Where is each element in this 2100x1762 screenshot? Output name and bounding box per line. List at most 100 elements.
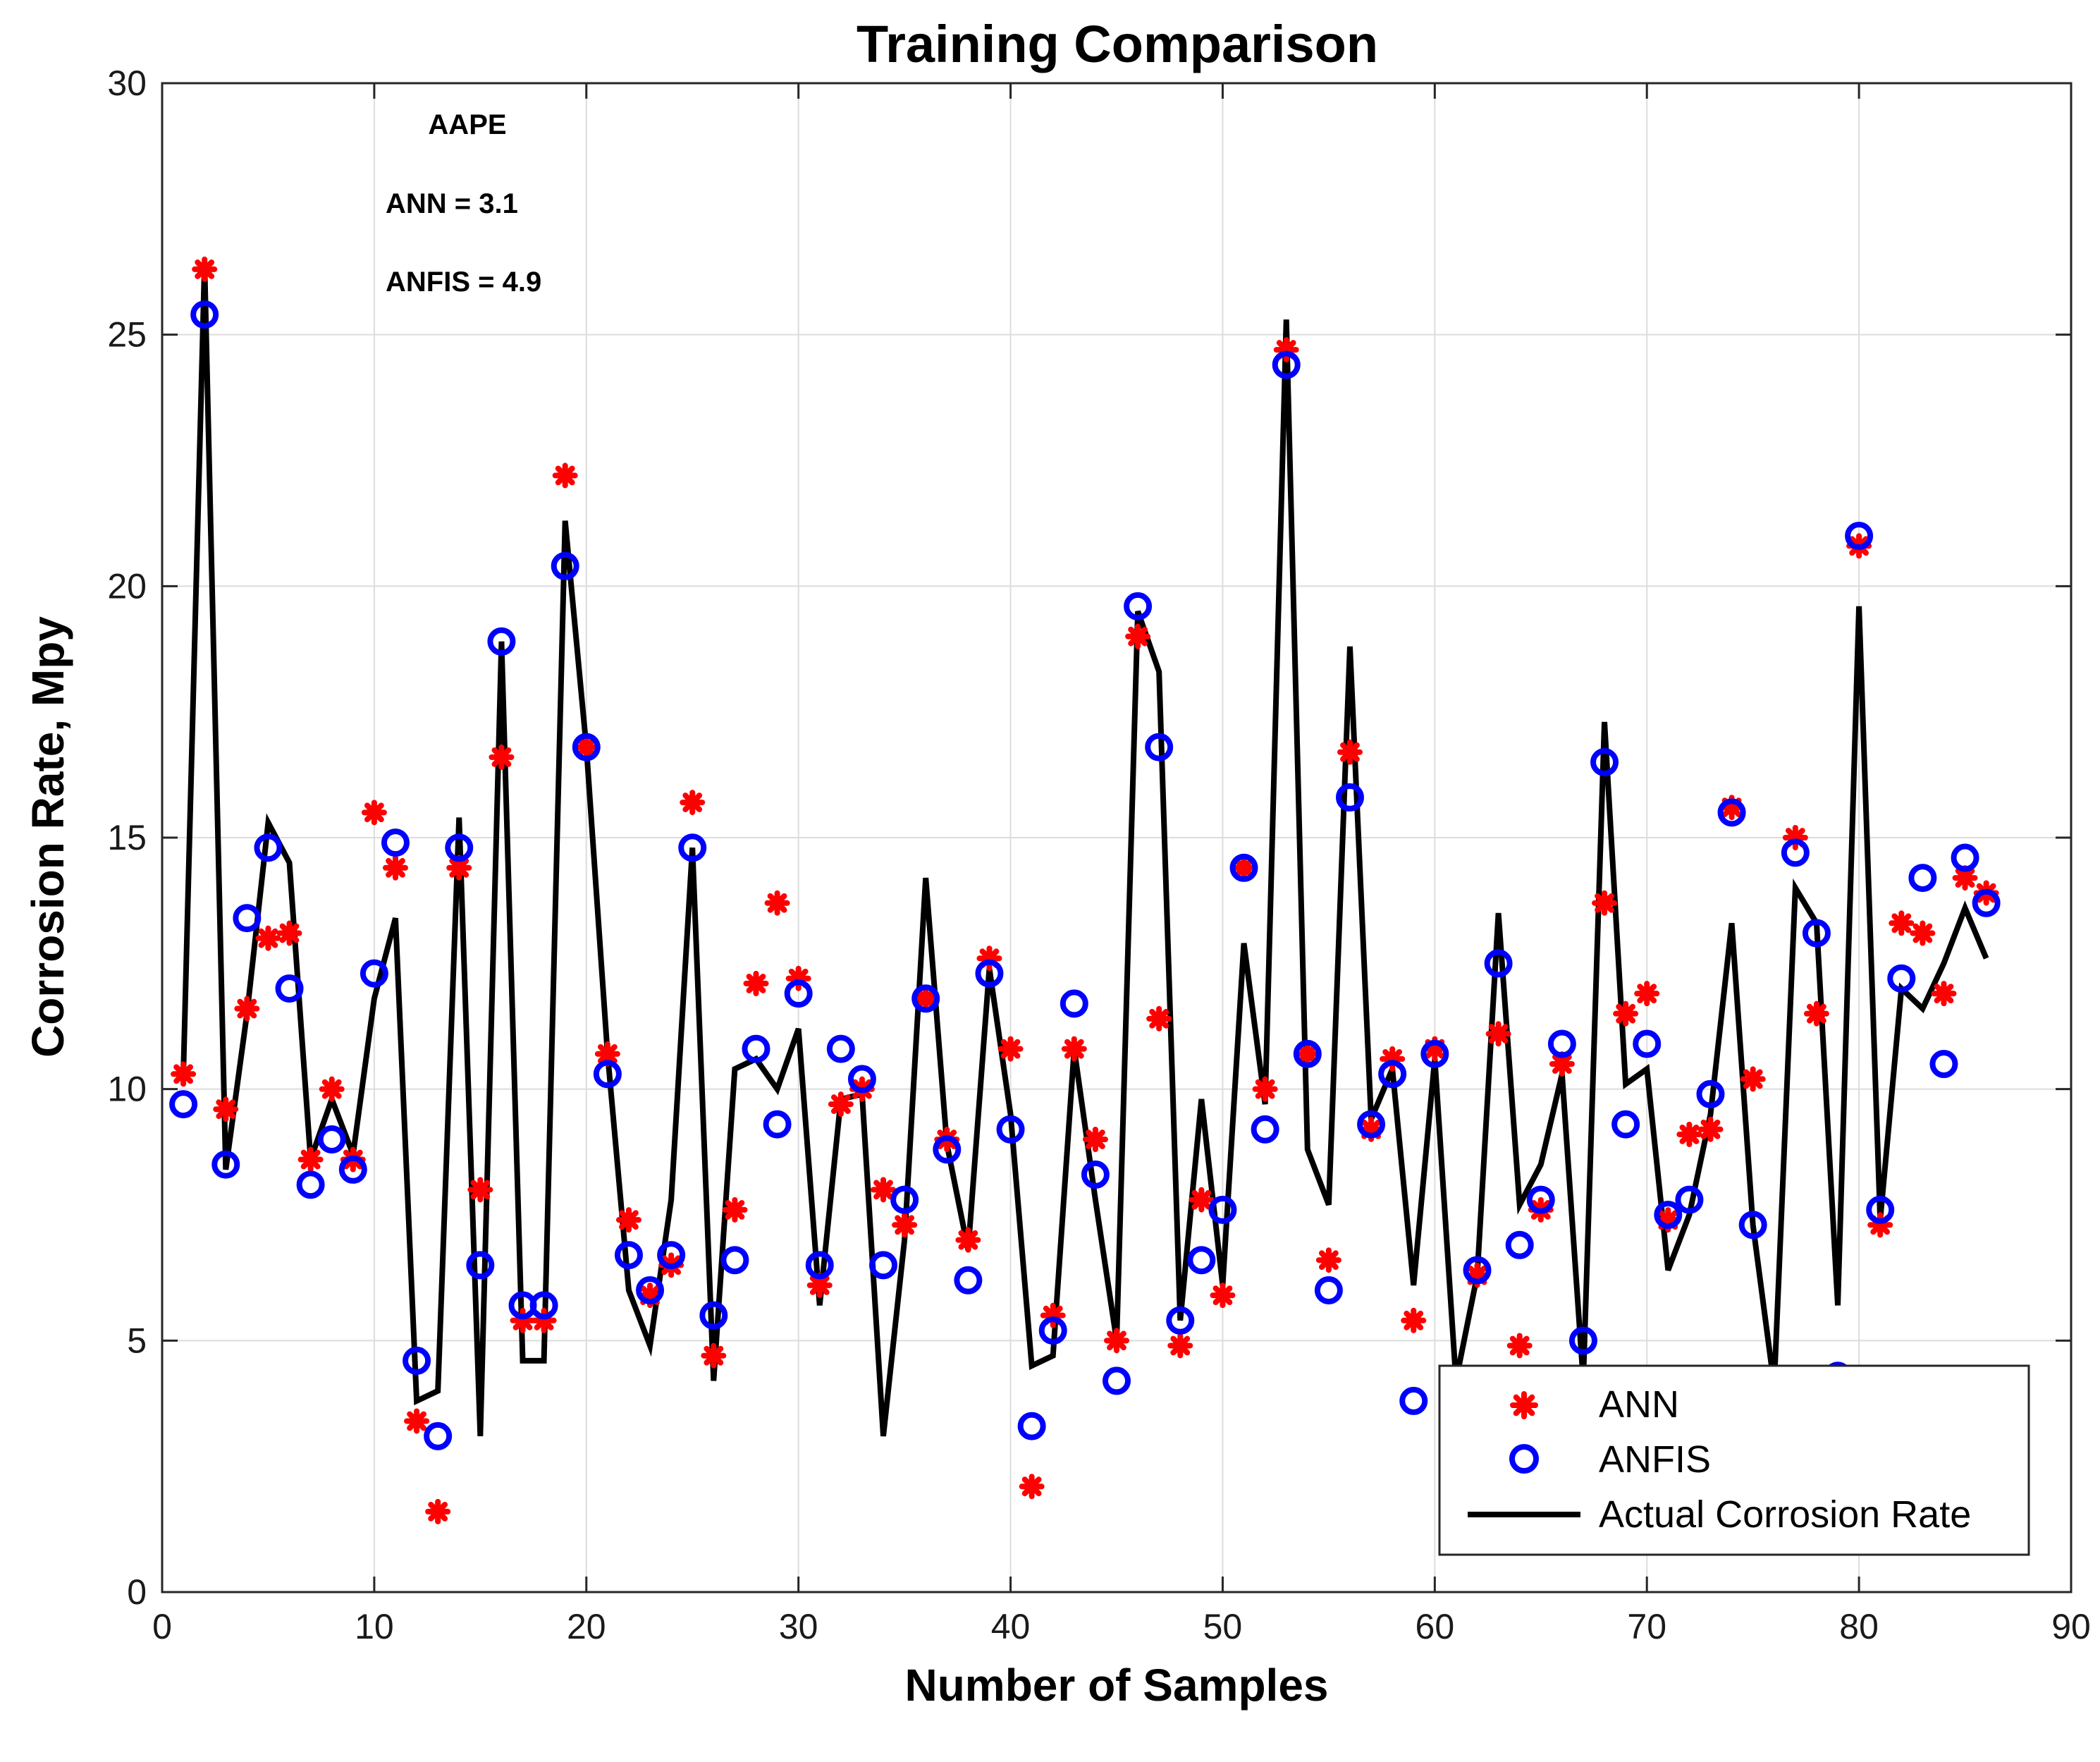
anfis-point	[1781, 838, 1810, 867]
ann-point	[1613, 1001, 1639, 1027]
y-tick-label: 15	[107, 818, 147, 857]
anfis-point	[593, 1060, 622, 1089]
ann-point	[722, 1197, 748, 1223]
anfis-point	[1145, 733, 1174, 761]
ann-point	[1485, 1021, 1511, 1047]
anfis-point	[466, 1251, 495, 1280]
plot-frame	[161, 82, 2073, 1593]
legend-ann-label: ANN	[1599, 1383, 1679, 1426]
ann-point	[1231, 855, 1257, 881]
anfis-point	[720, 1246, 749, 1275]
anfis-point	[805, 1251, 834, 1280]
ann-point	[1910, 920, 1936, 946]
anfis-point	[954, 1266, 983, 1295]
ann-point	[1889, 910, 1915, 936]
chart-title: Training Comparison	[856, 15, 1378, 73]
anfis-point	[1166, 1306, 1195, 1335]
x-tick-label: 0	[152, 1607, 172, 1646]
ann-point	[234, 996, 260, 1022]
anfis-point	[572, 733, 601, 761]
anfis-point	[190, 300, 219, 329]
anfis-point	[869, 1251, 898, 1280]
anfis-point	[1314, 1276, 1343, 1304]
ann-point	[701, 1342, 727, 1369]
anfis-point	[1654, 1201, 1683, 1229]
anfis-point	[975, 959, 1004, 988]
ann-point	[1019, 1474, 1045, 1500]
legend-actual-label: Actual Corrosion Rate	[1599, 1493, 1971, 1536]
anfis-point	[1972, 888, 2001, 917]
anfis-point	[1463, 1256, 1492, 1285]
legend: ANN ANFIS Actual Corrosion Rate	[1438, 1364, 2030, 1556]
ann-point	[1803, 1001, 1829, 1027]
ann-point	[1740, 1066, 1766, 1092]
ann-point	[1676, 1121, 1702, 1147]
anfis-point	[1505, 1230, 1534, 1259]
anfis-point	[1208, 1195, 1237, 1224]
ann-point	[1401, 1307, 1427, 1333]
ann-point	[1210, 1283, 1236, 1309]
x-tick-label: 80	[1839, 1607, 1879, 1646]
ann-point	[1146, 1005, 1172, 1032]
anfis-point	[1272, 350, 1301, 379]
y-tick-label: 20	[107, 566, 147, 606]
x-tick-label: 20	[567, 1607, 606, 1646]
anfis-point	[1251, 1115, 1279, 1144]
ann-point	[615, 1207, 641, 1233]
anfis-point	[847, 1065, 876, 1094]
anfis-point	[529, 1291, 558, 1320]
anfis-point	[1887, 964, 1916, 993]
ann-point	[1252, 1076, 1278, 1102]
ann-point	[489, 744, 515, 770]
anfis-point	[211, 1150, 240, 1179]
ann-point	[1315, 1247, 1341, 1273]
anfis-point	[424, 1421, 453, 1450]
ann-point	[997, 1036, 1024, 1062]
anfis-point	[1060, 989, 1088, 1018]
y-tick-label: 5	[127, 1321, 147, 1360]
ann-point	[1697, 1116, 1724, 1142]
annotation-line-anfis: ANFIS = 4.9	[386, 267, 541, 298]
anfis-point	[1335, 783, 1364, 812]
anfis-point	[233, 904, 262, 933]
x-tick-label: 60	[1416, 1607, 1455, 1646]
anfis-point	[1738, 1211, 1767, 1240]
ann-point	[319, 1076, 345, 1102]
ann-point	[573, 734, 599, 760]
anfis-point	[487, 627, 516, 656]
anfis-point	[699, 1301, 728, 1330]
y-axis-label: Corrosion Rate, Mpy	[23, 616, 73, 1058]
ann-point	[764, 890, 790, 916]
annotation-line-ann: ANN = 3.1	[386, 188, 518, 219]
anfis-point	[445, 833, 474, 862]
x-tick-label: 70	[1627, 1607, 1666, 1646]
legend-ann-marker	[1510, 1391, 1538, 1419]
ann-point	[680, 790, 706, 816]
anfis-point	[296, 1170, 325, 1199]
ann-point	[404, 1408, 430, 1434]
x-tick-label: 30	[779, 1607, 818, 1646]
ann-point	[297, 1146, 324, 1173]
anfis-point	[636, 1276, 665, 1304]
annotation-heading: AAPE	[428, 109, 506, 140]
y-tick-label: 0	[127, 1572, 147, 1612]
anfis-point	[784, 979, 813, 1008]
anfis-point	[1378, 1060, 1407, 1089]
anfis-point	[826, 1034, 855, 1063]
anfis-point	[338, 1155, 367, 1184]
anfis-point	[1675, 1185, 1704, 1214]
ann-point	[1506, 1333, 1533, 1359]
anfis-point	[551, 551, 579, 580]
anfis-point	[381, 828, 410, 857]
ann-point	[1125, 623, 1151, 649]
anfis-point	[1929, 1050, 1958, 1078]
y-tick-label: 25	[107, 315, 147, 355]
anfis-point	[1696, 1079, 1725, 1108]
anfis-point	[1526, 1185, 1555, 1214]
ann-point	[743, 970, 769, 996]
anfis-point	[1590, 748, 1619, 776]
anfis-point	[1399, 1386, 1428, 1415]
anfis-point	[1484, 949, 1513, 978]
ann-point	[552, 463, 578, 489]
